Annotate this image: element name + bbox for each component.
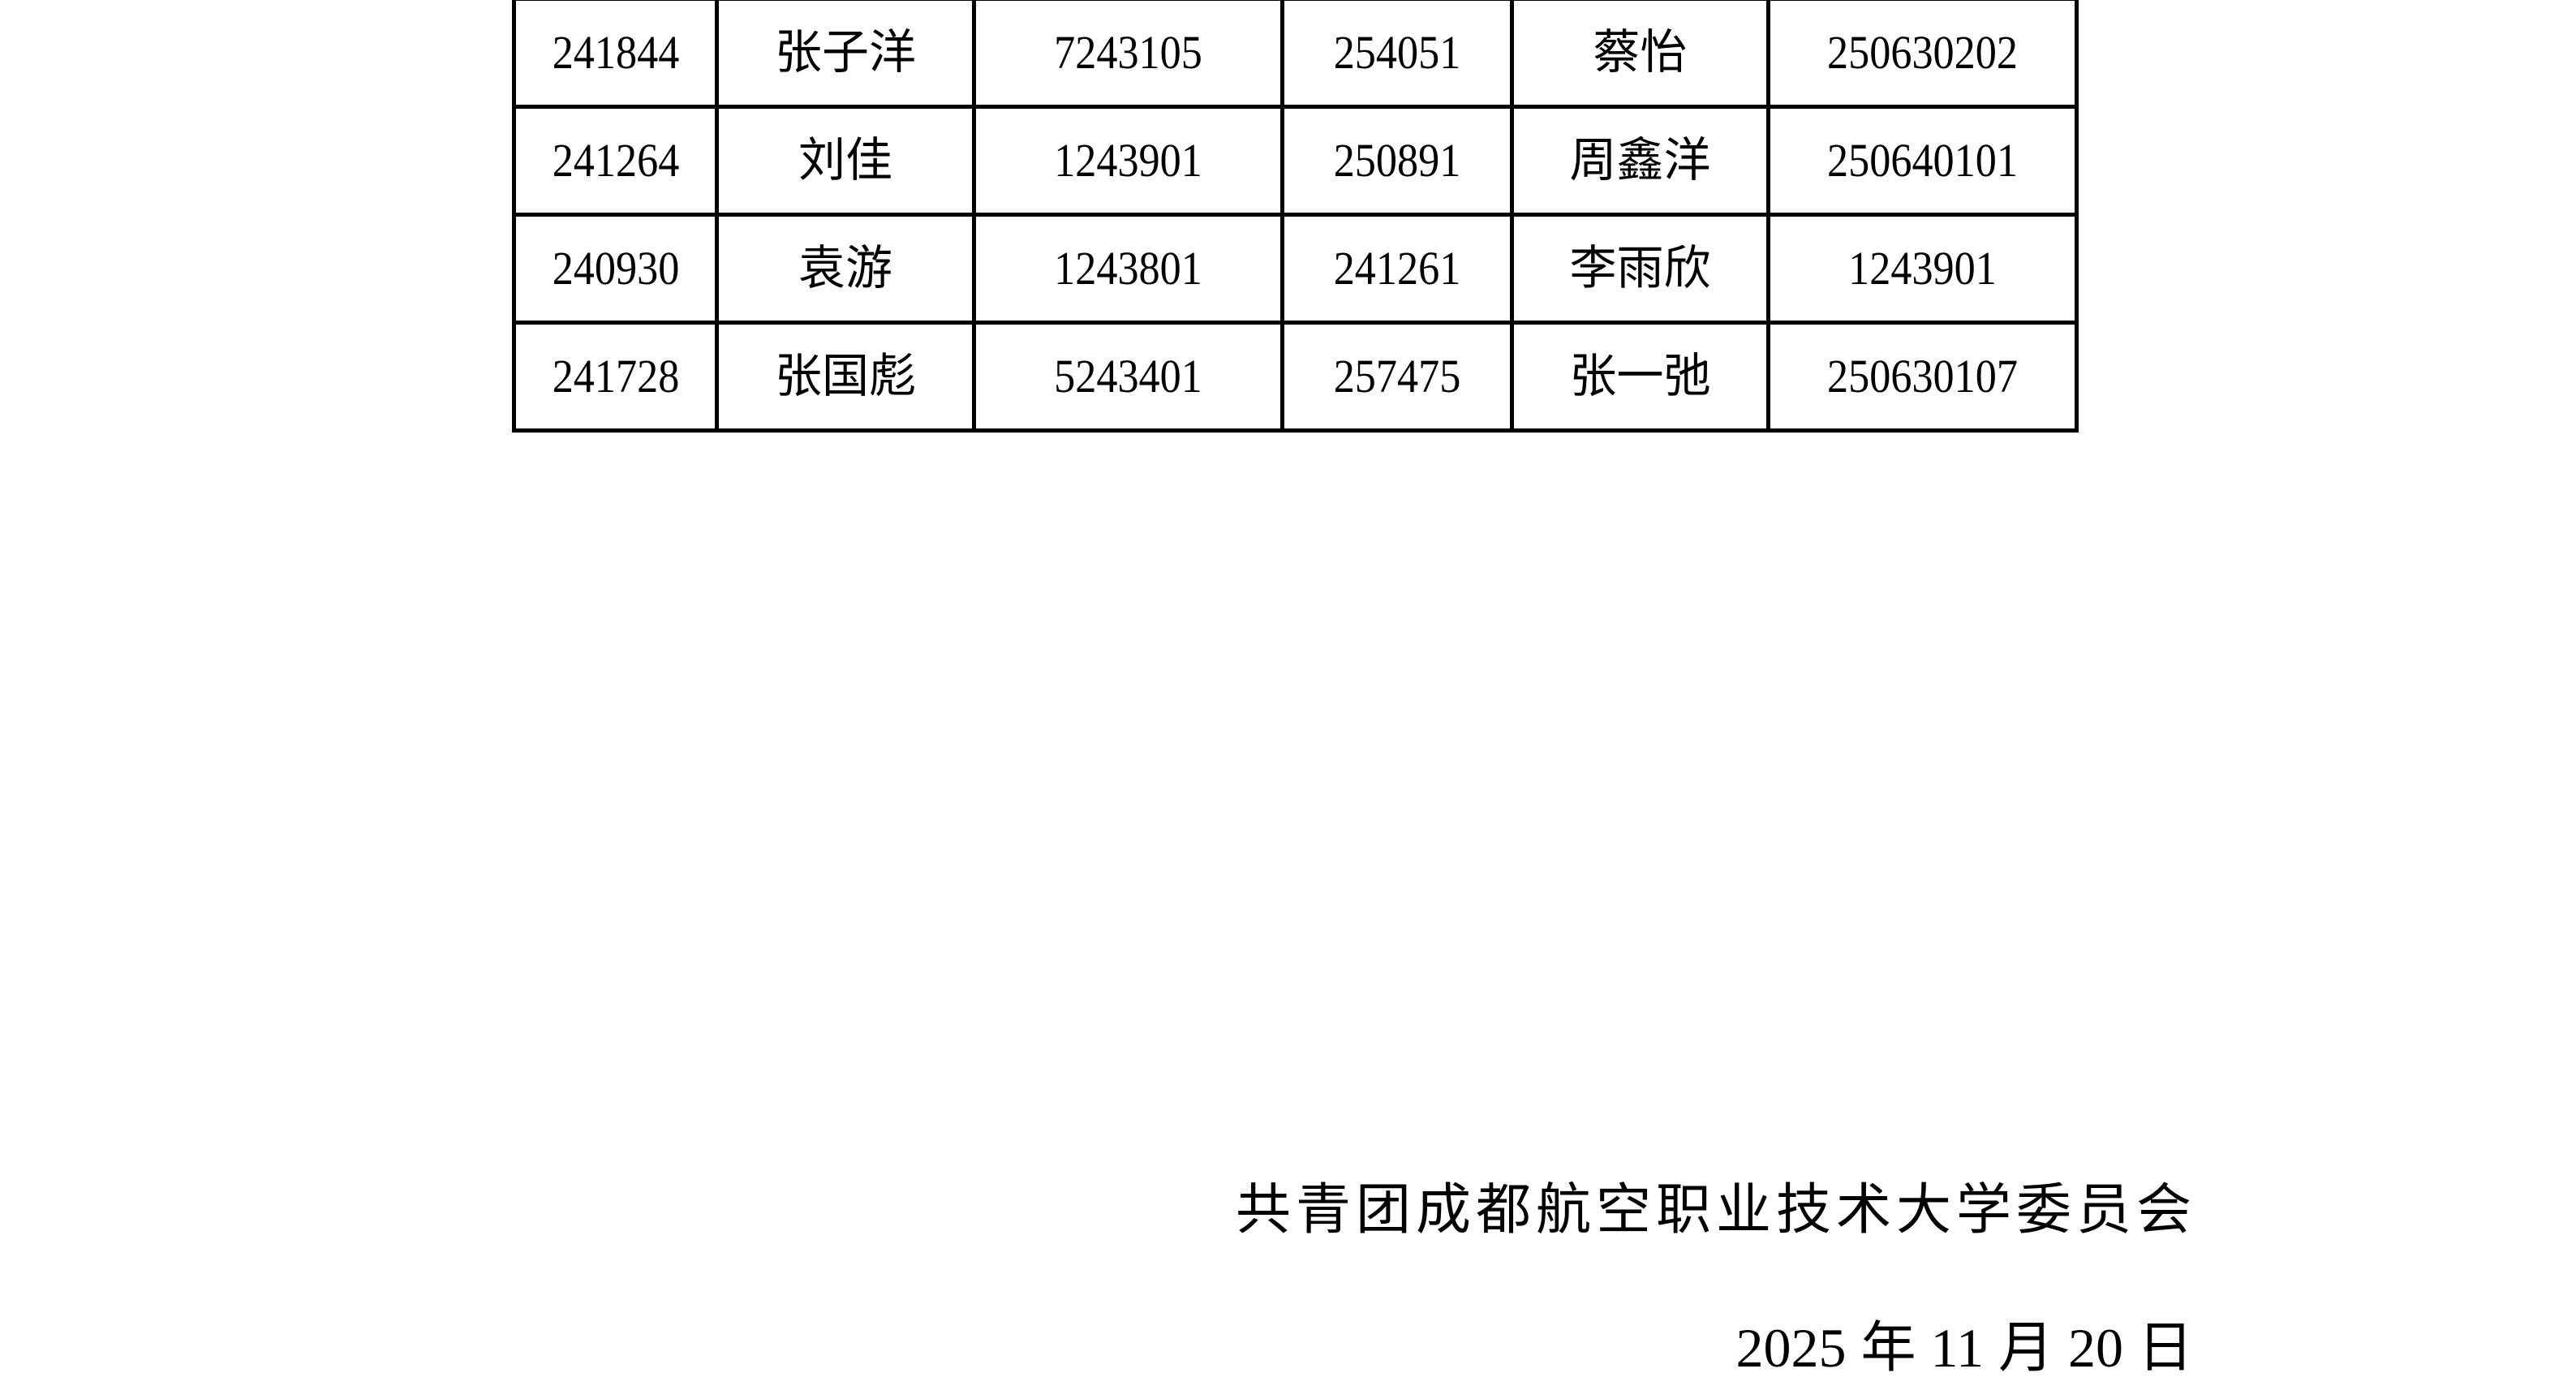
issue-date: 2025 年 11 月 20 日 [1735, 1302, 2193, 1383]
name-text: 袁游 [798, 242, 892, 295]
class-code-cell: 7243105 [972, 0, 1284, 109]
name-cell: 刘佳 [715, 105, 976, 217]
class-code-cell: 250630202 [1766, 0, 2079, 109]
student-id-text: 254051 [1333, 26, 1461, 79]
student-id-cell: 241264 [512, 105, 719, 217]
name-text: 刘佳 [798, 134, 892, 187]
student-id-cell: 241261 [1280, 213, 1514, 325]
student-id-cell: 250891 [1280, 105, 1514, 217]
date-year-unit: 年 [1860, 1317, 1916, 1379]
name-cell: 袁游 [715, 213, 976, 325]
class-code-text: 250630202 [1827, 26, 2018, 79]
student-id-text: 257475 [1333, 350, 1461, 402]
name-cell: 张一弛 [1510, 321, 1770, 433]
class-code-text: 1243901 [1054, 134, 1202, 187]
class-code-cell: 5243401 [972, 321, 1284, 433]
class-code-cell: 1243901 [1766, 213, 2079, 325]
name-cell: 蔡怡 [1510, 0, 1770, 109]
date-year: 2025 [1735, 1317, 1847, 1379]
table-row: 240930 袁游 1243801 241261 李雨欣 1243901 [512, 213, 2079, 325]
date-month-unit: 月 [1998, 1317, 2053, 1379]
class-code-text: 1243801 [1054, 242, 1202, 295]
date-month: 11 [1930, 1317, 1984, 1379]
date-day-unit: 日 [2137, 1317, 2193, 1379]
name-text: 张国彪 [774, 350, 916, 402]
class-code-text: 7243105 [1054, 26, 1202, 79]
date-day: 20 [2067, 1317, 2123, 1379]
organization-signature: 共青团成都航空职业技术大学委员会 [1235, 1179, 2196, 1241]
class-code-text: 5243401 [1054, 350, 1202, 402]
student-id-cell: 257475 [1280, 321, 1514, 433]
student-id-cell: 241728 [512, 321, 719, 433]
class-code-text: 1243901 [1848, 242, 1997, 295]
name-text: 李雨欣 [1569, 242, 1711, 295]
class-code-text: 250640101 [1827, 134, 2018, 187]
table-row: 241264 刘佳 1243901 250891 周鑫洋 250640101 [512, 105, 2079, 217]
student-id-text: 240930 [552, 242, 679, 295]
student-id-cell: 240930 [512, 213, 719, 325]
student-id-text: 241264 [552, 134, 679, 187]
name-cell: 张子洋 [715, 0, 976, 109]
class-code-cell: 1243801 [972, 213, 1284, 325]
member-table: 241844 张子洋 7243105 254051 蔡怡 250630202 241264 刘… [512, 0, 2079, 433]
student-id-cell: 254051 [1280, 0, 1514, 109]
name-text: 周鑫洋 [1569, 134, 1711, 187]
class-code-text: 250630107 [1827, 350, 2018, 402]
name-text: 蔡怡 [1593, 26, 1688, 79]
name-text: 张一弛 [1569, 350, 1711, 402]
class-code-cell: 250640101 [1766, 105, 2079, 217]
student-id-text: 241261 [1333, 242, 1461, 295]
table-row: 241728 张国彪 5243401 257475 张一弛 250630107 [512, 321, 2079, 433]
name-cell: 张国彪 [715, 321, 976, 433]
name-text: 张子洋 [774, 26, 916, 79]
class-code-cell: 250630107 [1766, 321, 2079, 433]
class-code-cell: 1243901 [972, 105, 1284, 217]
student-id-text: 250891 [1333, 134, 1461, 187]
student-id-text: 241844 [552, 26, 679, 79]
name-cell: 周鑫洋 [1510, 105, 1770, 217]
table-row: 241844 张子洋 7243105 254051 蔡怡 250630202 [512, 0, 2079, 109]
student-id-text: 241728 [552, 350, 679, 402]
student-id-cell: 241844 [512, 0, 719, 109]
name-cell: 李雨欣 [1510, 213, 1770, 325]
